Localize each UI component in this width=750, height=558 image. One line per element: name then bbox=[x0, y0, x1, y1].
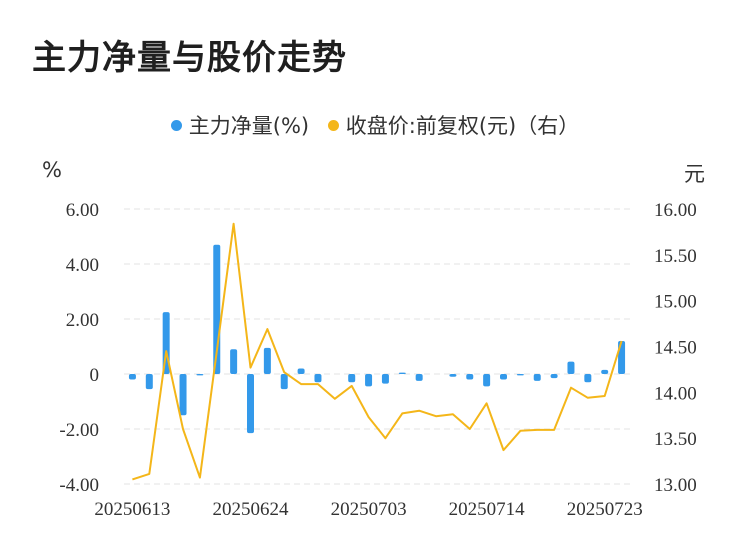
bar bbox=[230, 349, 238, 374]
bar bbox=[247, 374, 254, 434]
bar bbox=[365, 374, 373, 387]
bar bbox=[584, 374, 592, 383]
x-tick-label: 20250703 bbox=[331, 499, 407, 520]
bar bbox=[398, 372, 406, 374]
y-right-tick-label: 13.50 bbox=[654, 429, 697, 450]
bar bbox=[145, 374, 153, 390]
x-tick-label: 20250714 bbox=[449, 499, 526, 520]
chart-title: 主力净量与股价走势 bbox=[32, 38, 347, 78]
legend: 主力净量(%) 收盘价:前复权(元)（右） bbox=[0, 110, 750, 140]
y-right-tick-label: 15.50 bbox=[654, 246, 697, 267]
left-axis-unit: % bbox=[42, 158, 62, 182]
legend-dot-line bbox=[327, 119, 339, 131]
bar bbox=[128, 374, 136, 380]
bar bbox=[449, 374, 457, 377]
bar bbox=[466, 374, 474, 380]
y-right-tick-label: 14.50 bbox=[654, 338, 697, 359]
bar bbox=[280, 374, 288, 390]
y-left-tick-label: 2.00 bbox=[66, 310, 99, 331]
bar bbox=[314, 374, 322, 383]
y-left-tick-label: -4.00 bbox=[59, 475, 99, 496]
y-left-tick-label: 4.00 bbox=[66, 255, 99, 276]
y-left-tick-label: -2.00 bbox=[59, 420, 99, 441]
y-right-tick-label: 15.00 bbox=[654, 292, 697, 313]
bar bbox=[500, 374, 507, 380]
y-right-tick-label: 13.00 bbox=[654, 475, 697, 496]
right-axis-unit: 元 bbox=[684, 162, 705, 186]
bar bbox=[381, 374, 389, 384]
y-right-tick-label: 16.00 bbox=[654, 200, 697, 221]
bar bbox=[196, 374, 204, 376]
price-line bbox=[132, 222, 623, 481]
legend-item-close-price[interactable]: 收盘价:前复权(元)（右） bbox=[327, 110, 580, 140]
x-tick-label: 20250613 bbox=[94, 499, 170, 520]
x-tick-label: 20250624 bbox=[213, 499, 290, 520]
legend-item-net-flow[interactable]: 主力净量(%) bbox=[170, 110, 310, 140]
bar bbox=[348, 374, 356, 383]
legend-label-net-flow: 主力净量(%) bbox=[188, 114, 310, 138]
bar bbox=[601, 369, 609, 374]
legend-label-close-price: 收盘价:前复权(元)（右） bbox=[345, 114, 580, 138]
bar bbox=[263, 347, 271, 374]
bar bbox=[483, 374, 491, 387]
bar bbox=[415, 374, 423, 381]
x-tick-label: 20250723 bbox=[567, 499, 643, 520]
bar bbox=[516, 374, 524, 376]
y-right-tick-label: 14.00 bbox=[654, 383, 697, 404]
bar bbox=[550, 374, 558, 379]
y-left-tick-label: 0 bbox=[90, 365, 100, 386]
bar bbox=[533, 374, 541, 381]
legend-dot-bar bbox=[170, 119, 182, 131]
y-left-tick-label: 6.00 bbox=[66, 200, 99, 221]
bar bbox=[179, 374, 187, 416]
bar bbox=[567, 361, 575, 374]
bar bbox=[297, 368, 305, 374]
